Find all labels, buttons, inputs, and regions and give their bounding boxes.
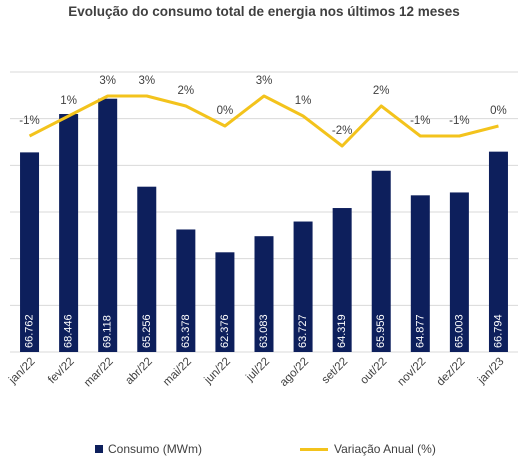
x-tick-label: set/22 — [320, 356, 351, 387]
bar-data-label: 63.083 — [258, 314, 270, 348]
line-data-label: 2% — [178, 85, 195, 97]
line-labels: -1% 1% 3% 3% 2% 0% 3% 1% -2% 2% -1% -1% 0% — [19, 75, 506, 137]
x-tick-label: mai/22 — [161, 356, 194, 389]
bar — [488, 151, 508, 352]
bar — [410, 195, 430, 352]
x-tick-label: abr/22 — [123, 356, 155, 388]
bar-data-label: 65.003 — [453, 314, 465, 348]
bar — [371, 170, 391, 352]
line-data-label: 0% — [490, 105, 507, 117]
x-tick-label: dez/22 — [435, 356, 468, 389]
bar-data-label: 68.446 — [63, 314, 75, 348]
line-data-label: 1% — [295, 95, 312, 107]
bar-data-label: 69.118 — [102, 315, 114, 348]
x-tick-label: mar/22 — [82, 356, 116, 390]
legend-item-variacao: Variação Anual (%) — [300, 442, 436, 456]
legend-item-consumo: Consumo (MWm) — [95, 442, 202, 456]
bar-data-label: 65.956 — [375, 314, 387, 348]
bar — [20, 152, 40, 352]
line-data-label: 3% — [99, 75, 116, 87]
line-data-label: -2% — [332, 125, 352, 137]
x-tick-label: jan/23 — [475, 356, 506, 387]
line-data-label: 1% — [60, 95, 77, 107]
x-tick-label: nov/22 — [396, 356, 429, 389]
bar — [293, 221, 313, 352]
line-data-label: 2% — [373, 85, 390, 97]
bar-series — [20, 98, 508, 352]
legend-label-variacao: Variação Anual (%) — [334, 442, 436, 456]
x-tick-label: jun/22 — [202, 356, 233, 387]
bar — [137, 186, 157, 352]
chart-title: Evolução do consumo total de energia nos… — [68, 4, 460, 19]
x-axis-ticks: jan/22 fev/22 mar/22 abr/22 mai/22 jun/22 jul/… — [6, 356, 506, 390]
line-path — [28, 94, 499, 148]
bar-labels: 66.762 68.446 69.118 65.256 63.378 62.376 63.0… — [24, 314, 505, 348]
line-data-label: 0% — [217, 105, 234, 117]
bar — [176, 229, 196, 352]
x-tick-label: fev/22 — [46, 356, 77, 387]
bar — [98, 98, 118, 352]
bar-data-label: 66.794 — [492, 314, 504, 348]
x-tick-label: ago/22 — [278, 356, 311, 389]
bar — [215, 252, 235, 352]
line-data-label: -1% — [410, 115, 430, 127]
line-series — [28, 94, 499, 148]
line-data-label: -1% — [449, 115, 469, 127]
line-data-label: 3% — [256, 75, 273, 87]
bar-data-label: 65.256 — [141, 314, 153, 348]
bar-data-label: 63.727 — [297, 314, 309, 348]
bar — [449, 192, 469, 352]
x-tick-label: out/22 — [358, 356, 389, 387]
bar — [59, 114, 79, 352]
bar-data-label: 63.378 — [180, 314, 192, 348]
line-data-label: 3% — [138, 75, 155, 87]
bar — [332, 208, 352, 352]
x-tick-label: jul/22 — [243, 356, 272, 385]
legend-swatch-line — [300, 447, 328, 451]
legend-swatch-bar — [95, 445, 103, 453]
bar — [254, 236, 274, 352]
x-tick-label: jan/22 — [6, 356, 37, 387]
bar-data-label: 64.877 — [414, 314, 426, 348]
legend-label-consumo: Consumo (MWm) — [108, 442, 203, 456]
bar-data-label: 62.376 — [219, 314, 231, 348]
bar-data-label: 66.762 — [24, 314, 36, 348]
bar-data-label: 64.319 — [336, 314, 348, 348]
line-data-label: -1% — [19, 115, 39, 127]
